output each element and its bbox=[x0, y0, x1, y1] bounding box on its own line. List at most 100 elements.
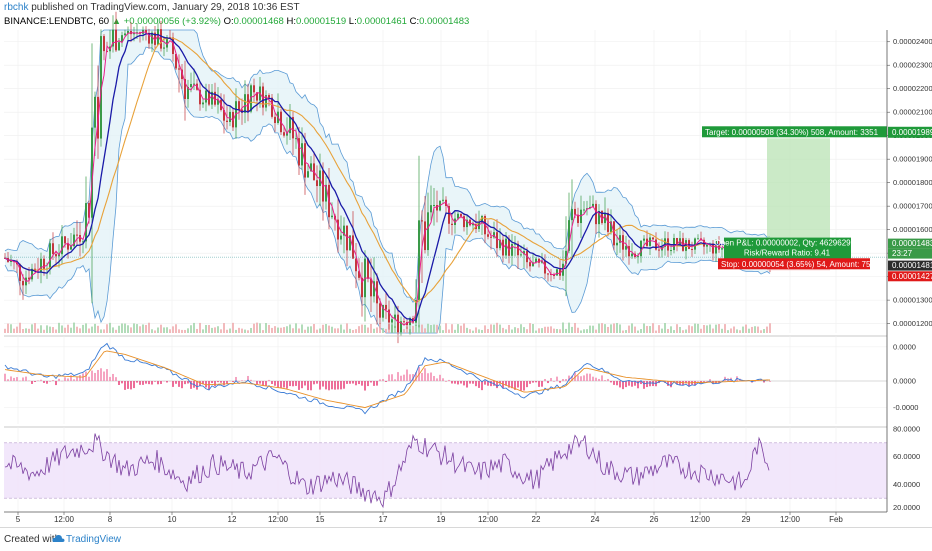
candle-body bbox=[463, 216, 465, 228]
volume-bar bbox=[187, 328, 189, 333]
macd-histogram-bar bbox=[397, 372, 399, 381]
tradingview-brand[interactable]: TradingView bbox=[66, 534, 122, 545]
macd-histogram-bar bbox=[460, 381, 462, 384]
volume-bar bbox=[520, 324, 522, 333]
price-axis[interactable]: 0.00002400 0.00002300 0.00002200 0.00002100… bbox=[886, 30, 932, 512]
macd-histogram-bar bbox=[556, 376, 558, 381]
target-price-value: 0.00001989 bbox=[892, 128, 932, 137]
volume-bar bbox=[634, 326, 636, 333]
macd-histogram-bar bbox=[214, 381, 216, 387]
volume-bar bbox=[475, 327, 477, 333]
macd-histogram-bar bbox=[412, 374, 414, 381]
volume-bar bbox=[112, 327, 114, 333]
candle-body bbox=[265, 95, 267, 108]
volume-bar bbox=[88, 328, 90, 333]
candle-body bbox=[361, 277, 363, 298]
last-price-badge bbox=[888, 238, 932, 249]
candle-body bbox=[604, 212, 606, 224]
macd-histogram-bar bbox=[328, 381, 330, 391]
macd-histogram-bar bbox=[16, 377, 18, 381]
long-position-tool[interactable]: Target: 0.00000508 (34.30%) 508, Amount:… bbox=[702, 126, 887, 271]
target-price-badge bbox=[888, 126, 932, 138]
candle-body bbox=[397, 314, 399, 333]
macd-histogram-bar bbox=[130, 381, 132, 390]
candle-body bbox=[346, 225, 348, 251]
candle-body bbox=[307, 171, 309, 178]
tradingview-cloud-icon bbox=[52, 534, 65, 542]
chart-canvas[interactable]: Target: 0.00000508 (34.30%) 508, Amount:… bbox=[0, 0, 932, 527]
macd-histogram-bar bbox=[604, 380, 606, 381]
candle-body bbox=[337, 219, 339, 240]
volume-bar bbox=[691, 326, 693, 333]
volume-bar bbox=[304, 329, 306, 333]
volume-bar bbox=[331, 326, 333, 333]
author-link[interactable]: rbchk bbox=[4, 2, 29, 13]
candle-body bbox=[652, 237, 654, 240]
volume-bar bbox=[583, 329, 585, 333]
candle-body bbox=[451, 223, 453, 225]
candle-body bbox=[496, 232, 498, 249]
macd-histogram-bar bbox=[304, 381, 306, 386]
macd-histogram-bar bbox=[502, 381, 504, 389]
macd-histogram-bar bbox=[70, 375, 72, 381]
macd-histogram-bar bbox=[148, 381, 150, 385]
macd-histogram-bar bbox=[436, 378, 438, 381]
candle-body bbox=[184, 79, 186, 100]
volume-bar bbox=[46, 325, 48, 333]
candle-body bbox=[598, 211, 600, 225]
volume-bar bbox=[751, 326, 753, 333]
last-price-value: 0.00001483 bbox=[892, 239, 932, 248]
macd-histogram-bar bbox=[763, 381, 765, 383]
macd-histogram-bar bbox=[187, 381, 189, 384]
candle-body bbox=[379, 303, 381, 318]
macd-histogram-bar bbox=[334, 381, 336, 390]
macd-histogram-bar bbox=[181, 381, 183, 389]
macd-histogram-bar bbox=[559, 381, 561, 383]
candle-body bbox=[217, 99, 219, 105]
macd-histogram-bar bbox=[352, 381, 354, 384]
volume-bar bbox=[196, 328, 198, 333]
candle-body bbox=[202, 102, 204, 105]
macd-histogram-bar bbox=[598, 378, 600, 381]
price-pane[interactable]: Target: 0.00000508 (34.30%) 508, Amount:… bbox=[4, 11, 887, 344]
volume-bar bbox=[58, 322, 60, 333]
macd-histogram-bar bbox=[250, 379, 252, 381]
macd-histogram-bar bbox=[178, 381, 180, 387]
volume-bar bbox=[490, 324, 492, 333]
macd-histogram-bar bbox=[313, 381, 315, 385]
candle-body bbox=[673, 238, 675, 251]
macd-histogram-bar bbox=[142, 381, 144, 385]
macd-tick-label: -0.0000 bbox=[893, 403, 918, 412]
macd-histogram-bar bbox=[199, 381, 201, 386]
volume-bar bbox=[559, 329, 561, 333]
volume-bar bbox=[502, 327, 504, 333]
volume-bar bbox=[517, 328, 519, 333]
volume-bar bbox=[700, 328, 702, 333]
macd-histogram-bar bbox=[385, 381, 387, 382]
macd-histogram-bar bbox=[766, 380, 768, 382]
volume-bar bbox=[40, 325, 42, 333]
volume-bar bbox=[667, 328, 669, 333]
rsi-pane[interactable] bbox=[4, 426, 887, 512]
volume-bar bbox=[376, 327, 378, 333]
volume-bar bbox=[466, 327, 468, 333]
macd-histogram-bar bbox=[463, 381, 465, 386]
macd-histogram-bar bbox=[106, 369, 108, 381]
high-label: H: bbox=[286, 16, 296, 27]
date-tick-label: 15 bbox=[316, 515, 325, 524]
macd-histogram-bar bbox=[499, 381, 501, 384]
macd-pane[interactable] bbox=[4, 335, 887, 424]
macd-histogram-bar bbox=[49, 381, 51, 382]
macd-histogram-bar bbox=[379, 379, 381, 381]
volume-bar bbox=[550, 326, 552, 333]
candle-body bbox=[556, 269, 558, 276]
macd-histogram-bar bbox=[703, 381, 705, 382]
candle-body bbox=[721, 248, 723, 250]
time-axis[interactable]: 5 12:00 8 10 12 12:00 15 17 19 12:00 22 24 26 12:00 29… bbox=[4, 511, 887, 524]
macd-histogram-bar bbox=[259, 381, 261, 384]
macd-histogram-bar bbox=[310, 381, 312, 391]
macd-histogram-bar bbox=[535, 381, 537, 383]
volume-bar bbox=[766, 326, 768, 333]
volume-bar bbox=[7, 323, 9, 333]
pnl-label-box bbox=[724, 237, 851, 259]
